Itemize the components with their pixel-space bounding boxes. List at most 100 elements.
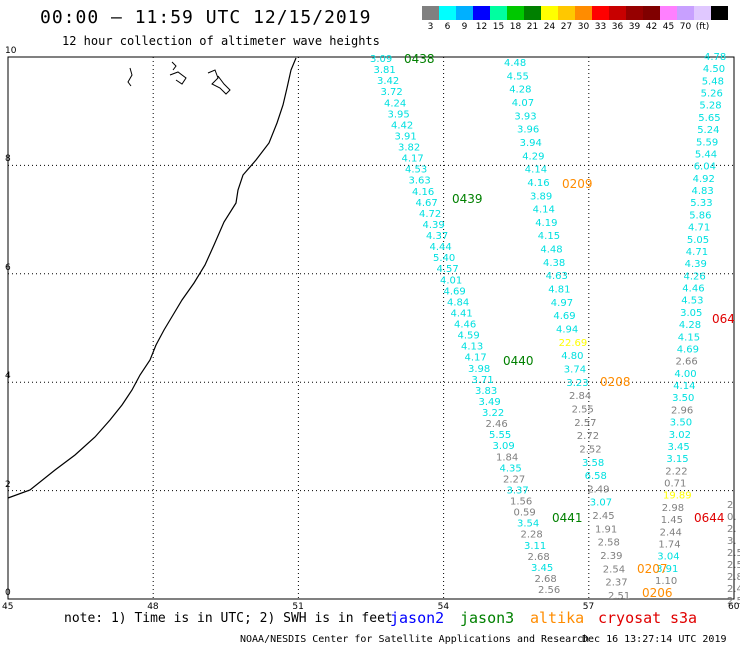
swh-value: 3.49: [479, 397, 501, 408]
color-swatch: [558, 6, 575, 20]
swh-value: 0.71: [664, 479, 686, 490]
swh-value: 4.35: [500, 463, 522, 474]
swh-value: 2.49: [587, 484, 609, 495]
swh-value: 2.45: [592, 511, 614, 522]
swh-value: 3.63: [409, 176, 431, 187]
swh-value: 2.28: [521, 530, 543, 541]
swh-value: 2.46: [486, 419, 508, 430]
swh-value: 1.74: [658, 539, 680, 550]
swh-value: 2.5: [727, 560, 740, 571]
swh-value: 1.10: [655, 576, 677, 587]
legend-item-cryosat: cryosat: [598, 609, 662, 627]
color-swatch: [643, 6, 660, 20]
swh-value: 3.95: [388, 109, 410, 120]
y-tick-label: 4: [5, 371, 11, 382]
swh-value: 3.50: [670, 418, 692, 429]
swh-value: 3.54: [517, 519, 539, 530]
legend-item-s3a: s3a: [670, 609, 698, 627]
swh-value: 4.28: [509, 85, 531, 96]
swh-value: 0.59: [514, 508, 536, 519]
swh-value: 3.93: [514, 111, 536, 122]
swh-value: 2.37: [605, 578, 627, 589]
swh-value: 4.39: [685, 259, 707, 270]
swh-value: 4.80: [561, 351, 583, 362]
swh-value: 4.00: [674, 369, 696, 380]
color-swatch: [422, 6, 439, 20]
x-tick-label: 51: [292, 602, 304, 612]
swh-value: 4.24: [384, 98, 406, 109]
swh-value: 4.72: [419, 209, 441, 220]
swh-value: 5.26: [701, 89, 723, 100]
map-frame: [7, 56, 735, 600]
map-gridlines: [8, 57, 734, 599]
swh-value: 4.69: [553, 311, 575, 322]
pass-time-label: 0439: [452, 192, 483, 206]
swh-value: 2.68: [535, 574, 557, 585]
x-tick-label: 45: [2, 602, 14, 612]
credit-date: Dec 16 13:27:14 UTC 2019: [582, 634, 727, 645]
x-tick-label: 48: [147, 602, 159, 612]
swh-value: 3.09: [493, 441, 515, 452]
swh-value: 0.: [727, 512, 737, 523]
swh-value: 4.69: [677, 345, 699, 356]
swh-value: 1.84: [496, 452, 518, 463]
footer-note: note: 1) Time is in UTC; 2) SWH is in fe…: [64, 611, 393, 626]
y-tick-label: 8: [5, 154, 11, 165]
swh-value: 3.45: [668, 442, 690, 453]
swh-value: 3.94: [520, 138, 542, 149]
color-swatch: [541, 6, 558, 20]
color-scale-label: 39: [628, 22, 641, 32]
pass-time-label: 0644: [694, 511, 725, 525]
swh-value: 2.68: [528, 552, 550, 563]
swh-value: 2.39: [600, 551, 622, 562]
color-swatch: [609, 6, 626, 20]
track-values: 3.093.813.423.724.243.954.423.913.824.17…: [370, 52, 740, 607]
swh-value: 3.81: [374, 65, 396, 76]
swh-value: 3.72: [381, 87, 403, 98]
color-scale-label: 21: [526, 22, 539, 32]
swh-value: 4.94: [556, 325, 578, 336]
swh-value: 4.48: [540, 245, 562, 256]
swh-value: 5.05: [687, 235, 709, 246]
swh-value: 4.46: [454, 320, 476, 331]
color-scale-label: 45: [662, 22, 675, 32]
color-swatch: [473, 6, 490, 20]
swh-value: 4.55: [507, 71, 529, 82]
swh-value: 19.89: [663, 491, 692, 502]
swh-value: 4.50: [703, 64, 725, 75]
swh-value: 3.09: [370, 54, 392, 65]
swh-value: 3.04: [657, 552, 679, 563]
color-scale-label: 9: [461, 22, 468, 32]
swh-value: 5.86: [689, 210, 711, 221]
swh-value: 3.07: [590, 498, 612, 509]
color-scale-label: 24: [543, 22, 556, 32]
swh-value: 2.27: [503, 474, 525, 485]
swh-value: 4.38: [543, 258, 565, 269]
swh-value: 4.15: [538, 231, 560, 242]
swh-value: 4.67: [416, 198, 438, 209]
pass-time-label: 0440: [503, 354, 534, 368]
swh-value: 4.13: [461, 342, 483, 353]
color-scale-label: 15: [492, 22, 505, 32]
pass-time-label: 0441: [552, 511, 583, 525]
swh-value: 5.40: [433, 253, 455, 264]
swh-value: 4.63: [546, 271, 568, 282]
swh-value: 3.91: [656, 564, 678, 575]
swh-value: 5.65: [698, 113, 720, 124]
swh-value: 2.44: [660, 527, 682, 538]
color-scale-label: 12: [475, 22, 488, 32]
swh-value: 1.45: [661, 515, 683, 526]
color-scale-label: 3: [427, 22, 434, 32]
y-tick-label: 2: [5, 479, 11, 490]
swh-value: 4.69: [444, 286, 466, 297]
color-scale-label: 36: [611, 22, 624, 32]
swh-value: 5.28: [699, 101, 721, 112]
swh-value: 2.55: [572, 404, 594, 415]
swh-value: 4.53: [405, 165, 427, 176]
swh-value: 4.83: [692, 186, 714, 197]
swh-value: 2.52: [579, 444, 601, 455]
pass-time-label: 0438: [404, 52, 435, 66]
swh-value: 2.51: [608, 591, 630, 602]
swh-value: 3.50: [672, 393, 694, 404]
